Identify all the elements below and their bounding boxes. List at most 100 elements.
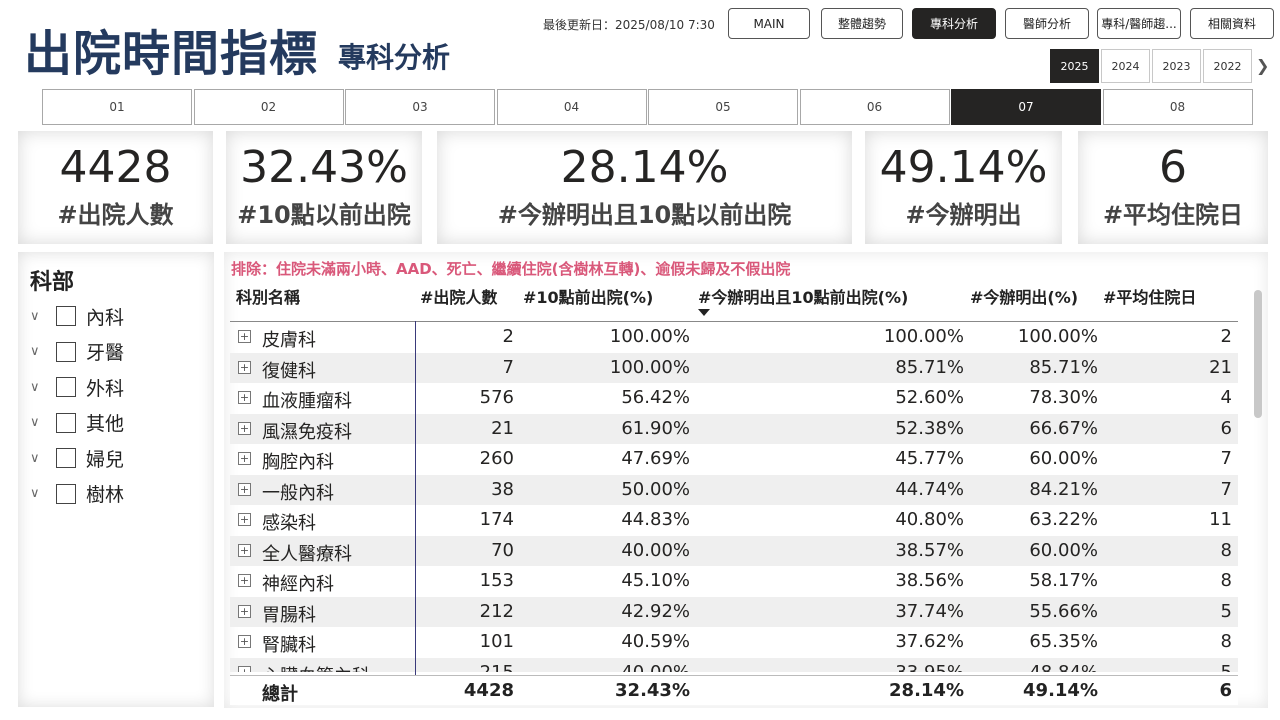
year-button[interactable]: 2024: [1101, 49, 1150, 83]
table-row[interactable]: + 皮膚科 2 100.00% 100.00% 100.00% 2: [230, 322, 1238, 353]
column-header[interactable]: #平均住院日: [1103, 288, 1197, 307]
kpi-label: #今辦明出: [905, 201, 1022, 230]
nav-button[interactable]: MAIN: [728, 8, 810, 39]
expand-icon[interactable]: +: [238, 513, 251, 526]
chevron-down-icon[interactable]: ∨: [30, 415, 40, 430]
column-header[interactable]: 科別名稱: [236, 288, 301, 307]
expand-icon[interactable]: +: [238, 574, 251, 587]
total-cell: 32.43%: [615, 680, 690, 701]
checkbox[interactable]: [56, 377, 76, 397]
chevron-down-icon[interactable]: ∨: [30, 379, 40, 395]
total-cell: 49.14%: [1023, 680, 1098, 701]
nav-button[interactable]: 整體趨勢: [821, 8, 903, 39]
table-row[interactable]: + 血液腫瘤科 576 56.42% 52.60% 78.30% 4: [230, 383, 1238, 414]
table-cell: 8: [1220, 631, 1232, 652]
year-button[interactable]: 2022: [1203, 49, 1252, 83]
table-cell: 5: [1220, 600, 1232, 622]
table-cell: 45.10%: [621, 570, 690, 591]
expand-icon[interactable]: +: [238, 360, 251, 374]
slicer-item[interactable]: ∨ 牙醫: [30, 339, 124, 365]
nav-button[interactable]: 醫師分析: [1005, 8, 1089, 39]
table-cell: 40.00%: [621, 661, 690, 673]
slicer-item[interactable]: ∨ 婦兒: [30, 445, 124, 471]
column-header[interactable]: #10點前出院(%): [523, 288, 654, 307]
page-subtitle: 專科分析: [338, 41, 451, 74]
table-row[interactable]: + 一般內科 38 50.00% 44.74% 84.21% 7: [230, 474, 1238, 505]
table-row[interactable]: + 心臟血管內科 215 40.00% 33.95% 48.84% 5: [230, 657, 1238, 673]
expand-icon[interactable]: +: [238, 482, 251, 496]
chevron-down-icon[interactable]: ∨: [30, 344, 40, 359]
column-header[interactable]: #今辦明出且10點前出院(%): [698, 288, 909, 307]
month-button[interactable]: 08: [1102, 89, 1253, 125]
table-row[interactable]: + 胸腔內科 260 47.69% 45.77% 60.00% 7: [230, 444, 1238, 475]
month-button[interactable]: 02: [193, 89, 344, 125]
slicer-item[interactable]: ∨ 其他: [30, 410, 124, 436]
table-row[interactable]: + 神經內科 153 45.10% 38.56% 58.17% 8: [230, 566, 1238, 597]
table-cell: 47.69%: [621, 448, 690, 469]
page-title: 出院時間指標: [24, 26, 319, 82]
month-button[interactable]: 06: [799, 89, 950, 125]
nav-button[interactable]: 專科分析: [912, 8, 996, 39]
expand-icon[interactable]: +: [238, 604, 251, 618]
expand-icon[interactable]: +: [238, 665, 251, 672]
table-cell: 復健科: [262, 360, 316, 382]
table-cell: 2: [1220, 326, 1232, 347]
table-scrollbar[interactable]: [1254, 290, 1262, 418]
year-button[interactable]: 2025: [1050, 49, 1099, 83]
checkbox[interactable]: [56, 341, 76, 362]
table-cell: 100.00%: [609, 356, 690, 378]
expand-icon[interactable]: +: [238, 543, 251, 557]
table-row[interactable]: + 全人醫療科 70 40.00% 38.57% 60.00% 8: [230, 535, 1238, 566]
table-row[interactable]: + 復健科 7 100.00% 85.71% 85.71% 21: [230, 352, 1238, 383]
kpi-card: 49.14% #今辦明出: [865, 131, 1062, 244]
checkbox[interactable]: [56, 483, 76, 504]
table-cell: 100.00%: [883, 326, 964, 347]
nav-button[interactable]: 相關資料: [1190, 8, 1274, 39]
last-updated-text: 最後更新日：2025/08/10 7:30: [543, 18, 715, 32]
table-cell: 260: [479, 448, 514, 469]
table-row[interactable]: + 感染科 174 44.83% 40.80% 63.22% 11: [230, 505, 1238, 536]
table-cell: 4: [1220, 387, 1232, 408]
month-button[interactable]: 07: [951, 89, 1101, 125]
checkbox[interactable]: [56, 306, 76, 326]
column-header[interactable]: #今辦明出(%): [970, 288, 1079, 307]
table-cell: 52.60%: [895, 387, 964, 408]
month-button[interactable]: 05: [648, 89, 798, 125]
table-cell: 5: [1220, 661, 1232, 673]
table-cell: 8: [1220, 539, 1232, 561]
table-cell: 腎臟科: [262, 635, 316, 656]
sort-desc-icon[interactable]: [698, 309, 710, 316]
table-cell: 66.67%: [1029, 417, 1098, 439]
table-cell: 38: [491, 478, 514, 500]
table-cell: 101: [479, 631, 514, 652]
year-button[interactable]: 2023: [1152, 49, 1201, 83]
expand-icon[interactable]: +: [238, 391, 251, 404]
column-header[interactable]: #出院人數: [420, 288, 498, 307]
table-cell: 215: [479, 661, 514, 673]
chevron-down-icon[interactable]: ∨: [30, 450, 40, 466]
month-button[interactable]: 04: [496, 89, 647, 125]
chevron-down-icon[interactable]: ∨: [30, 308, 40, 324]
expand-icon[interactable]: +: [238, 330, 251, 343]
month-button[interactable]: 01: [42, 89, 192, 125]
kpi-label: #今辦明出且10點以前出院: [497, 201, 792, 230]
checkbox[interactable]: [56, 412, 76, 433]
kpi-value: 4428: [59, 141, 172, 193]
kpi-value: 32.43%: [240, 141, 408, 193]
checkbox[interactable]: [56, 448, 76, 468]
table-row[interactable]: + 胃腸科 212 42.92% 37.74% 55.66% 5: [230, 596, 1238, 627]
expand-icon[interactable]: +: [238, 452, 251, 465]
chevron-down-icon[interactable]: ∨: [30, 486, 40, 501]
expand-icon[interactable]: +: [238, 635, 251, 648]
table-cell: 61.90%: [621, 417, 690, 439]
nav-button[interactable]: 專科/醫師趨...: [1097, 8, 1181, 39]
expand-icon[interactable]: +: [238, 421, 251, 435]
slicer-item[interactable]: ∨ 內科: [30, 303, 124, 329]
table-row[interactable]: + 腎臟科 101 40.59% 37.62% 65.35% 8: [230, 627, 1238, 658]
month-button[interactable]: 03: [345, 89, 495, 125]
slicer-item[interactable]: ∨ 外科: [30, 374, 124, 400]
chevron-right-icon[interactable]: ❯: [1256, 56, 1270, 75]
table-row[interactable]: + 風濕免疫科 21 61.90% 52.38% 66.67% 6: [230, 413, 1238, 444]
slicer-item[interactable]: ∨ 樹林: [30, 481, 124, 507]
table-body: + 皮膚科 2 100.00% 100.00% 100.00% 2 + 復健科 7 100.00% 8…: [230, 322, 1238, 672]
